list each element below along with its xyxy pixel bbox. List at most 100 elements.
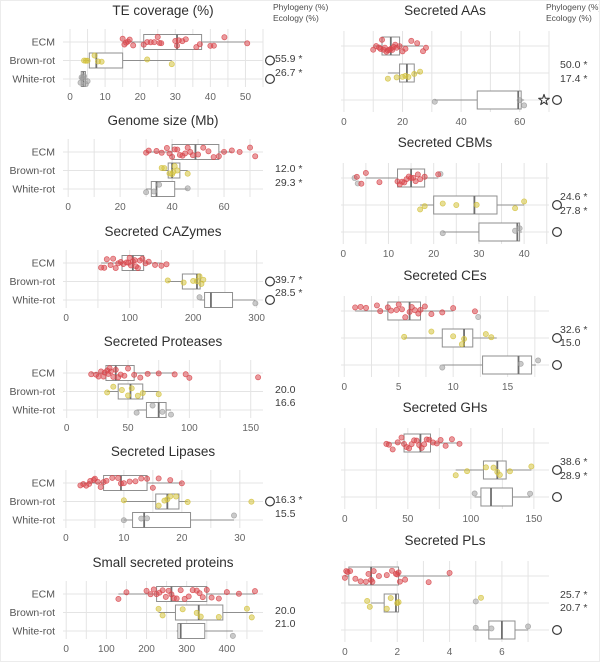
phylogeny-value: 55.9 *: [275, 53, 303, 65]
row-label: ECM: [32, 37, 55, 49]
panel-secreted-cazymes: Secreted CAZymes ECM Brown-rot White-rot 0 10…: [1, 222, 306, 332]
x-tick-label: 200: [185, 313, 202, 324]
annotation-header-line: Ecology (%): [546, 12, 592, 23]
x-tick-label: 400: [219, 644, 236, 655]
phylogeny-value: 38.6 *: [560, 456, 588, 469]
significance-circle-icon: [552, 465, 563, 476]
x-tick-label: 0: [64, 423, 70, 434]
panel-secreted-ces: Secreted CEs 0 5 10 15 32.6 * 15.0: [306, 266, 599, 398]
x-tick-label: 300: [248, 313, 265, 324]
significance-circle-icon: [552, 227, 563, 238]
panel-secreted-ghs: Secreted GHs 0 50 100 150 38.6 * 28.9 *: [306, 398, 599, 530]
row-label: Brown-rot: [9, 386, 55, 398]
panel-title: Secreted GHs: [402, 400, 488, 416]
plot-area: ECM Brown-rot White-rot 0 100 200 300 400: [9, 580, 263, 655]
annotation-header-line: Ecology (%): [273, 12, 319, 23]
significance-circle-icon: [265, 276, 276, 287]
significance-circle-icon: [552, 94, 563, 105]
panel-title: Secreted Proteases: [103, 333, 223, 349]
annotation-values: 20.0 21.0: [275, 605, 295, 632]
x-tick-label: 5: [396, 382, 402, 393]
panel-genome-size-mb: Genome size (Mb) ECM Brown-rot White-rot 0 20…: [1, 111, 306, 221]
panel-title: Genome size (Mb): [107, 113, 219, 129]
ecology-value: 15.5: [275, 507, 296, 520]
x-tick-label: 30: [473, 249, 485, 260]
plot-area: 0 2 4 6: [341, 560, 563, 658]
significance-star-icon: [538, 93, 550, 106]
row-label: Brown-rot: [9, 55, 55, 67]
row-label: Brown-rot: [9, 276, 55, 288]
phylogeny-value: 20.0: [275, 604, 296, 617]
phylogeny-value: 39.7 *: [275, 273, 303, 286]
row-label: ECM: [32, 588, 55, 600]
annotation-values: 20.0 16.6: [275, 384, 295, 411]
row-label: White-rot: [12, 74, 55, 86]
x-tick-label: 0: [63, 313, 69, 324]
x-tick-label: 0: [342, 514, 348, 525]
annotation-values: 16.3 * 15.5: [275, 494, 302, 521]
plot-area: 0 20 40 60: [341, 31, 563, 128]
phylogeny-value: 25.7 *: [560, 588, 588, 601]
x-tick-label: 100: [98, 644, 115, 655]
annotation-values: 50.0 * 17.4 *: [560, 59, 587, 86]
ecology-value: 28.9 *: [560, 469, 588, 482]
x-tick-label: 150: [526, 514, 543, 525]
panel-secreted-pls: Secreted PLs 0 2 4 6 25.7 * 20.7 *: [306, 531, 599, 661]
x-tick-label: 0: [341, 117, 347, 128]
panel-title: Secreted AAs: [404, 3, 486, 18]
left-column: TE coverage (%) ECM Brown-rot White-rot 0 10 2…: [1, 1, 328, 661]
row-label: White-rot: [12, 625, 55, 637]
x-tick-label: 40: [456, 117, 468, 128]
x-tick-label: 100: [181, 423, 198, 434]
significance-circle-icon: [552, 200, 563, 211]
phylogeny-value: 32.6 *: [560, 323, 588, 336]
phylogeny-value: 16.3 *: [275, 494, 303, 507]
x-tick-label: 40: [205, 92, 217, 103]
ecology-value: 20.7 *: [560, 602, 588, 615]
plot-area: ECM Brown-rot White-rot 0 50 100 150: [9, 359, 263, 434]
plot-area: ECM Brown-rot White-rot 0 10 20 30: [9, 470, 276, 544]
phylogeny-value: 12.0 *: [275, 163, 303, 176]
annotation-values: 55.9 * 26.7 *: [275, 53, 302, 80]
plot-area: ECM Brown-rot White-rot 0 100 200 300: [9, 249, 276, 324]
x-tick-label: 0: [63, 644, 69, 655]
ecology-value: 16.6: [275, 397, 296, 410]
row-label: White-rot: [12, 515, 55, 527]
annotation-values: 32.6 * 15.0: [560, 324, 587, 351]
x-tick-label: 100: [121, 313, 138, 324]
significance-circle-icon: [552, 359, 563, 370]
phylogeny-value: 20.0: [275, 383, 296, 396]
ecology-value: 29.3 *: [275, 176, 303, 189]
panel-title: Secreted Lipases: [110, 444, 216, 460]
phylogeny-value: 24.6 *: [560, 191, 588, 204]
panel-title: Secreted PLs: [404, 532, 486, 548]
x-tick-label: 20: [397, 117, 409, 128]
significance-circle-icon: [265, 294, 276, 305]
x-tick-label: 60: [218, 202, 230, 213]
row-label: Brown-rot: [9, 496, 55, 508]
panel-secreted-aas: Secreted AAs 0 20 40 60 Phylogeny (%) Ecology …: [306, 1, 599, 133]
annotation-values: 25.7 * 20.7 *: [560, 589, 587, 616]
x-tick-label: 40: [519, 249, 531, 260]
panel-small-secreted-proteins: Small secreted proteins ECM Brown-rot White…: [1, 553, 306, 661]
x-tick-label: 20: [115, 202, 127, 213]
annotation-values: 39.7 * 28.5 *: [275, 274, 302, 301]
significance-circle-icon: [552, 624, 563, 635]
annotation-header-line: Phylogeny (%): [273, 2, 329, 12]
plot-area: 0 50 100 150: [341, 428, 563, 525]
x-tick-label: 10: [118, 533, 130, 544]
phylogeny-value: 50.0 *: [560, 59, 588, 71]
annotation-values: 24.6 * 27.8 *: [560, 191, 587, 218]
annotation-values: 38.6 * 28.9 *: [560, 456, 587, 483]
x-tick-label: 0: [341, 382, 347, 393]
x-tick-label: 300: [178, 644, 195, 655]
row-label: ECM: [32, 257, 55, 269]
x-tick-label: 50: [402, 514, 414, 525]
x-tick-label: 20: [176, 533, 188, 544]
panel-title: Small secreted proteins: [92, 554, 234, 570]
x-tick-label: 10: [448, 382, 460, 393]
x-tick-label: 2: [394, 647, 400, 658]
x-tick-label: 30: [170, 92, 182, 103]
panel-title: Secreted CBMs: [397, 135, 493, 151]
row-label: Brown-rot: [9, 607, 55, 619]
